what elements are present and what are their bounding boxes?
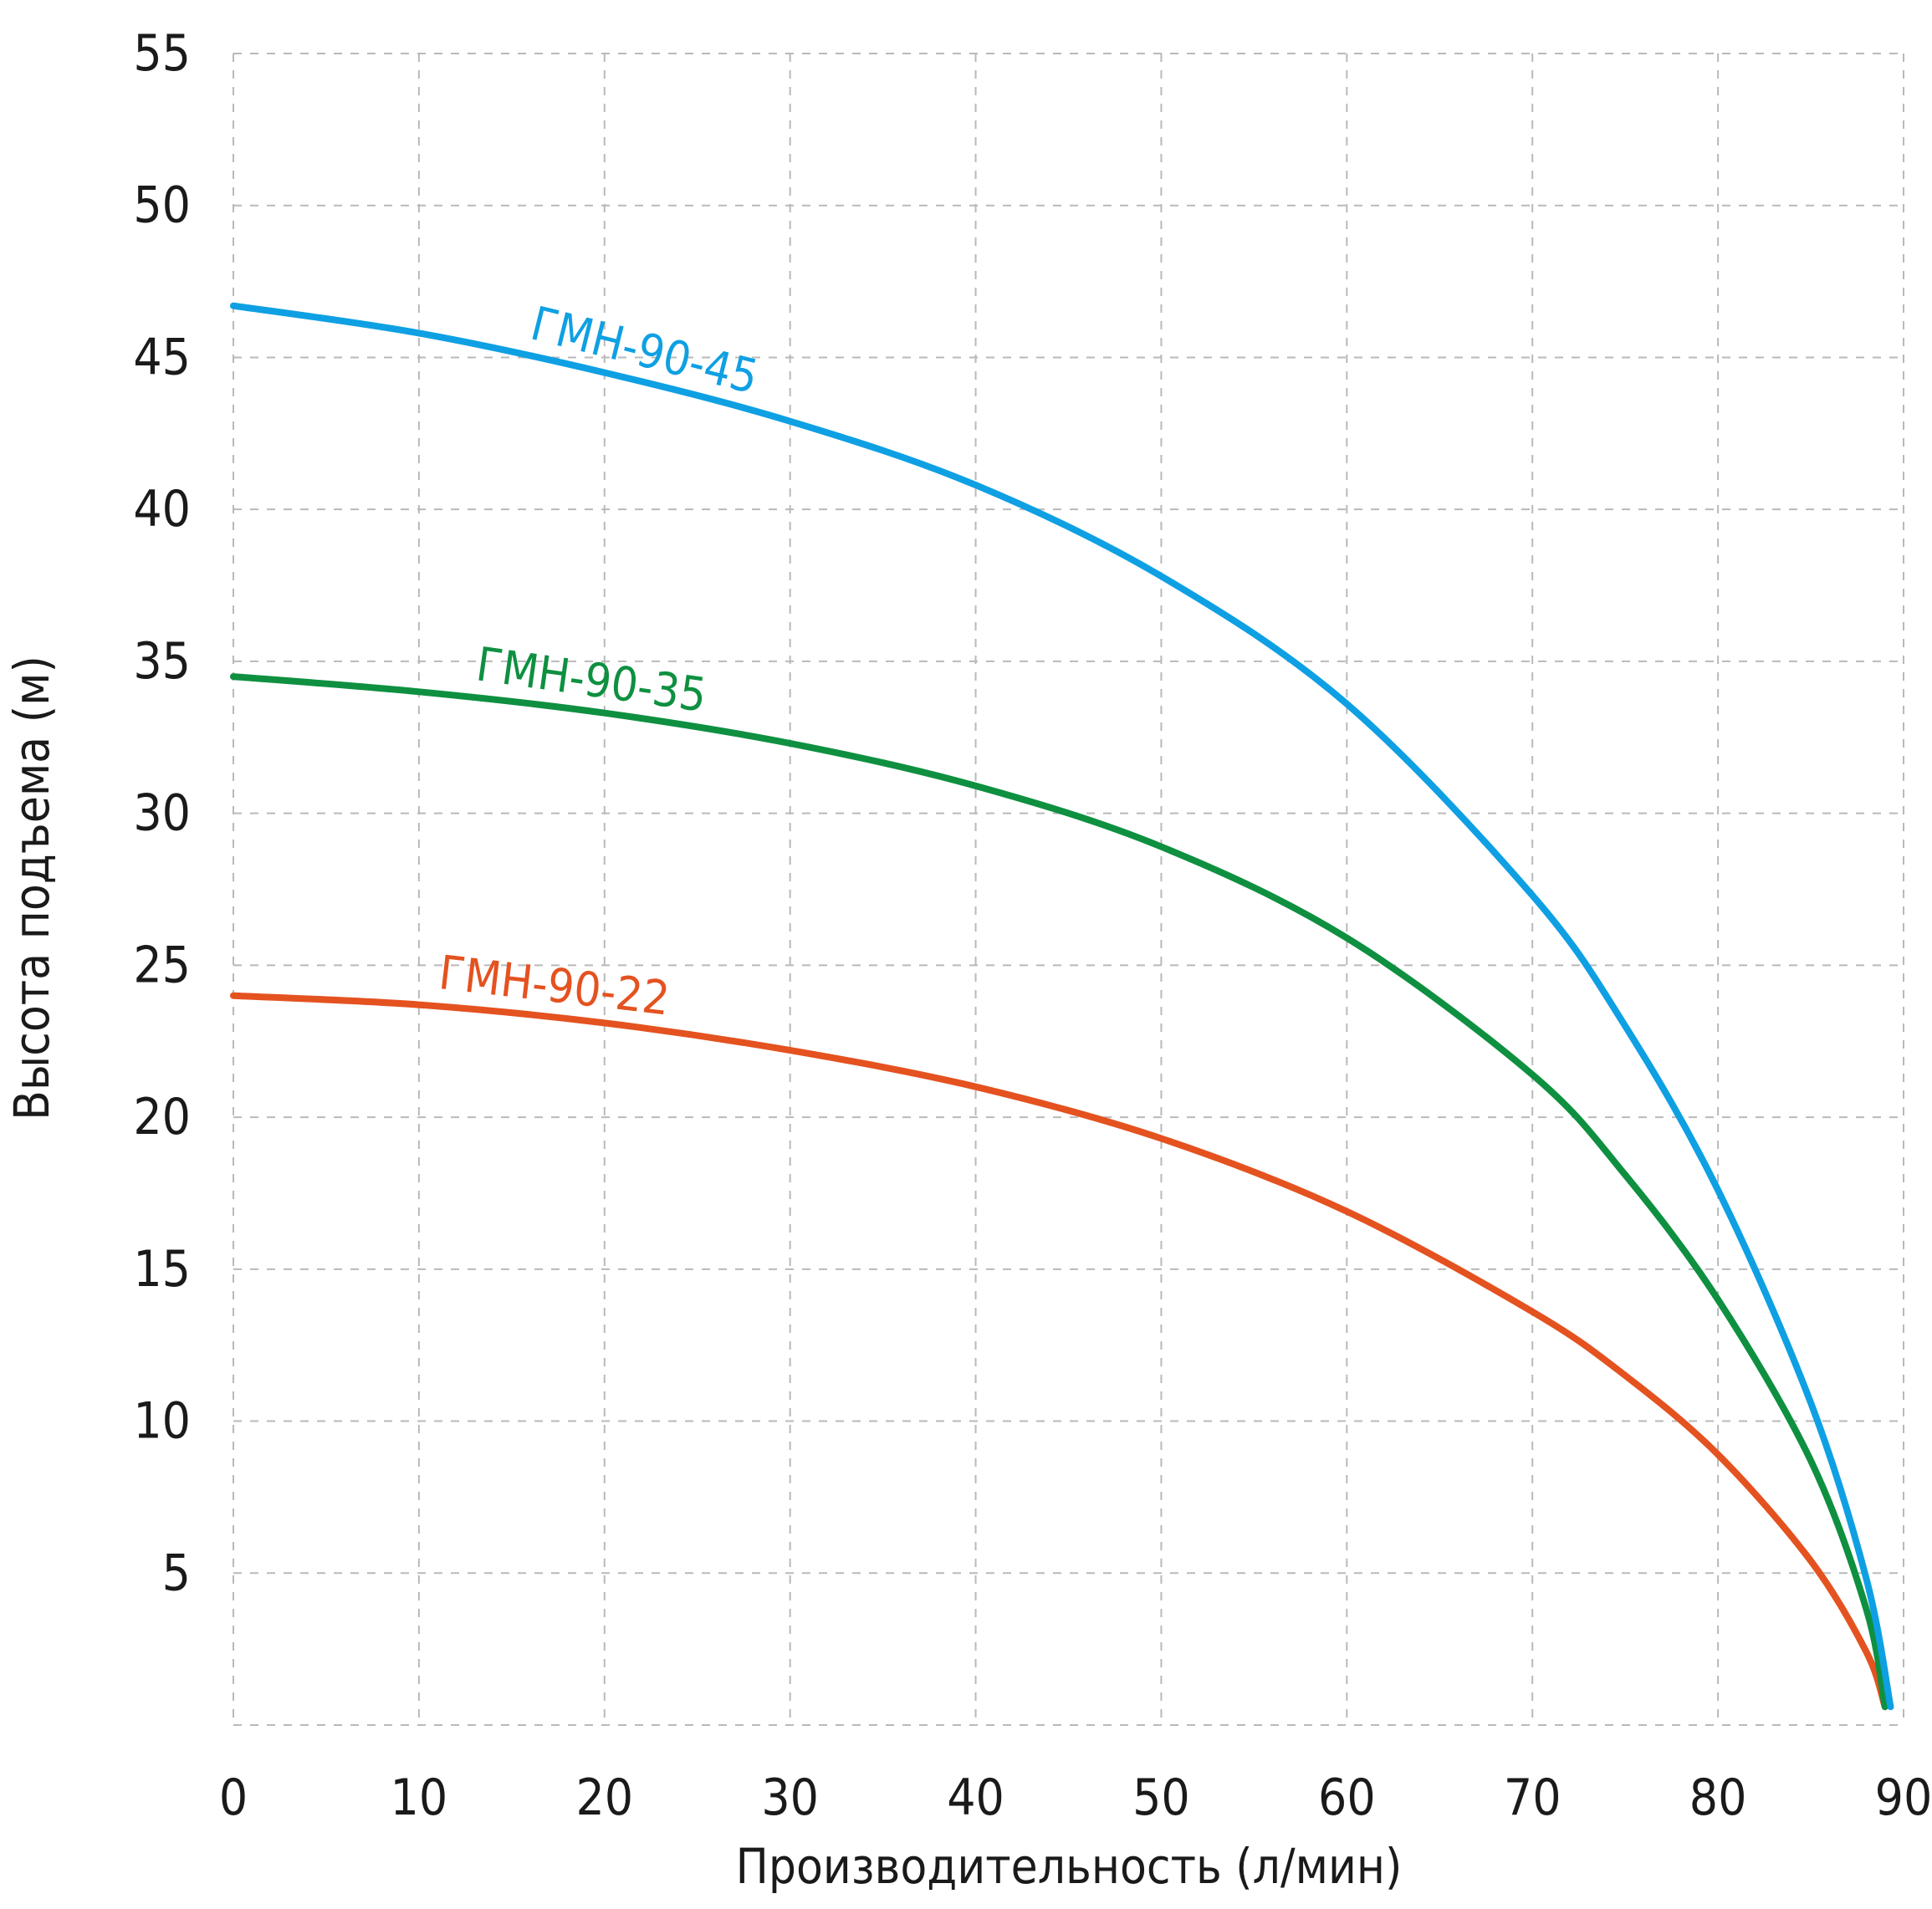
curves bbox=[230, 302, 1894, 1711]
y-tick-label: 20 bbox=[133, 1088, 191, 1146]
x-tick-label: 90 bbox=[1875, 1769, 1932, 1827]
y-tick-label: 25 bbox=[133, 936, 191, 994]
x-tick-label: 30 bbox=[761, 1769, 819, 1827]
y-tick-label: 30 bbox=[133, 784, 191, 843]
y-tick-label: 50 bbox=[133, 176, 191, 235]
y-tick-label: 55 bbox=[133, 24, 191, 83]
y-tick-label: 15 bbox=[133, 1240, 191, 1299]
y-tick-label: 5 bbox=[162, 1544, 191, 1602]
y-tick-label: 35 bbox=[133, 632, 191, 691]
x-tick-label: 60 bbox=[1318, 1769, 1376, 1827]
x-tick-label: 40 bbox=[947, 1769, 1004, 1827]
x-tick-label: 20 bbox=[575, 1769, 633, 1827]
x-tick-labels: 0 10 20 30 40 50 60 70 80 90 bbox=[219, 1769, 1932, 1827]
series-label: ГМН-90-45 bbox=[525, 297, 763, 406]
series-line bbox=[230, 992, 1889, 1711]
series-line bbox=[230, 302, 1894, 1711]
x-tick-label: 10 bbox=[391, 1769, 448, 1827]
y-tick-label: 45 bbox=[133, 328, 191, 386]
y-tick-label: 40 bbox=[133, 480, 191, 539]
y-tick-label: 10 bbox=[133, 1392, 191, 1451]
x-tick-label: 70 bbox=[1504, 1769, 1561, 1827]
x-axis-title: Производительность (л/мин) bbox=[736, 1838, 1403, 1895]
x-tick-label: 80 bbox=[1689, 1769, 1747, 1827]
y-axis-title: Высота подъема (м) bbox=[3, 656, 60, 1120]
grid bbox=[233, 53, 1904, 1726]
x-tick-label: 0 bbox=[219, 1769, 248, 1827]
y-tick-labels: 5 10 15 20 25 30 35 40 45 50 55 bbox=[133, 24, 191, 1602]
series-line bbox=[230, 673, 1889, 1711]
x-tick-label: 50 bbox=[1132, 1769, 1190, 1827]
